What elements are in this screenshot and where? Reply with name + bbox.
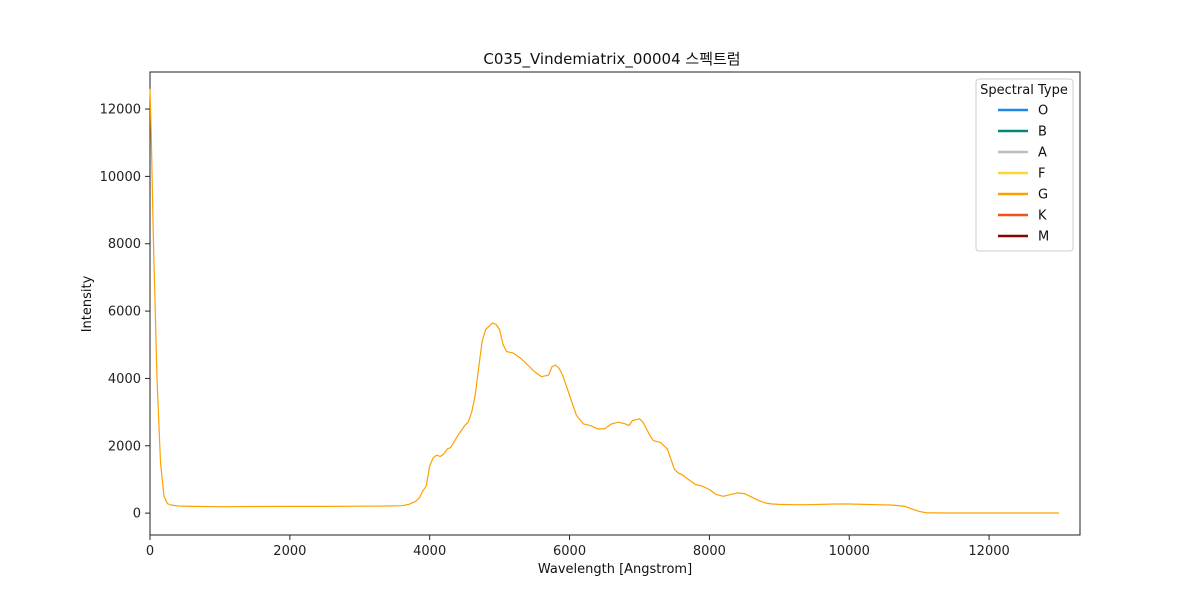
y-tick-label: 8000: [108, 237, 141, 252]
legend-label-g: G: [1038, 188, 1048, 203]
spectrum-line: [149, 88, 1059, 514]
legend-title: Spectral Type: [980, 83, 1068, 98]
x-tick-label: 6000: [553, 544, 586, 559]
legend-label-a: A: [1038, 146, 1047, 161]
legend-box: [975, 78, 1074, 252]
chart-title: C035_Vindemiatrix_00004 스펙트럼: [483, 50, 740, 69]
legend-label-f: F: [1038, 167, 1045, 182]
legend-label-k: K: [1038, 209, 1047, 224]
legend-label-b: B: [1038, 125, 1047, 140]
x-tick-label: 2000: [273, 544, 306, 559]
legend-label-m: M: [1038, 230, 1049, 245]
legend-label-o: O: [1038, 104, 1048, 119]
x-tick-label: 0: [146, 544, 154, 559]
y-axis: 0 2000 4000 6000 8000 10000 12000: [100, 103, 150, 522]
y-tick-label: 0: [133, 507, 141, 522]
series-layer: [149, 88, 1059, 514]
x-tick-label: 4000: [413, 544, 446, 559]
y-tick-label: 2000: [108, 439, 141, 454]
y-tick-label: 4000: [108, 372, 141, 387]
x-tick-label: 12000: [968, 544, 1009, 559]
x-axis-label: Wavelength [Angstrom]: [538, 562, 692, 577]
y-tick-label: 12000: [100, 103, 141, 118]
x-tick-label: 8000: [693, 544, 726, 559]
y-axis-label: Intensity: [80, 275, 95, 332]
x-tick-label: 10000: [829, 544, 870, 559]
y-tick-label: 6000: [108, 305, 141, 320]
plot-frame: [149, 71, 1081, 536]
y-tick-label: 10000: [100, 170, 141, 185]
x-axis: 0 2000 4000 6000 8000 10000 12000: [146, 535, 1010, 559]
